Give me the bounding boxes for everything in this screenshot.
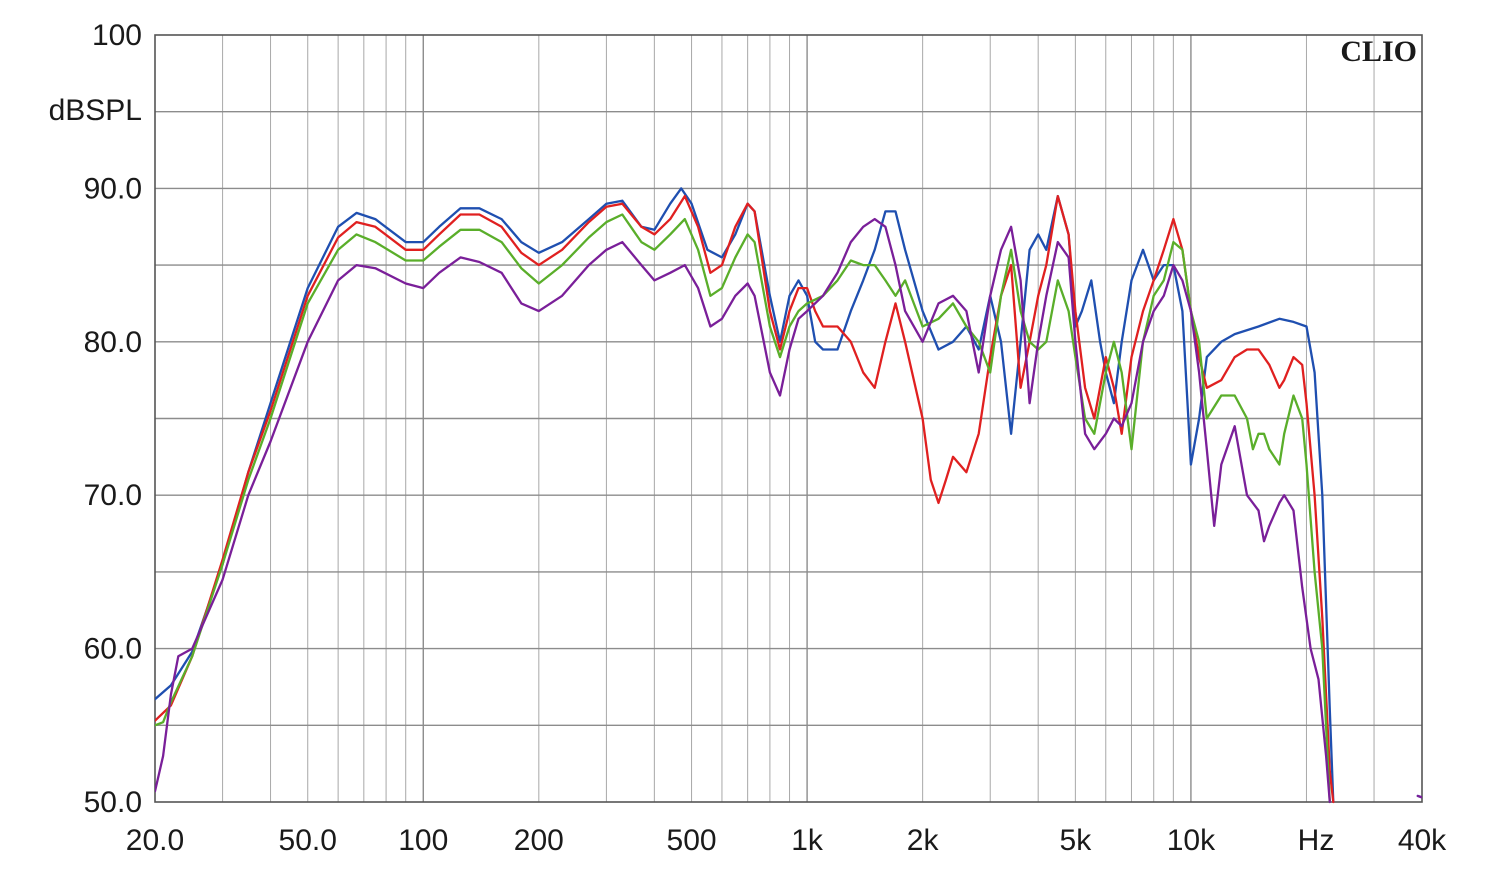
series-line-4 [155,217,1331,804]
y-tick-label: 100 [92,19,142,52]
series-line-1 [155,187,1335,804]
plot-frame [154,34,1423,803]
x-tick-label: 40k [1398,824,1447,857]
y-tick-label: 80.0 [84,326,142,359]
x-axis: 20.0 50.0 100 200 500 1k 2k 5k 10k 40k Hz [126,824,1447,857]
x-tick-label: 10k [1167,824,1216,857]
x-tick-label: 2k [907,824,940,857]
y-unit-label: dBSPL [49,94,142,127]
y-tick-label: 70.0 [84,479,142,512]
grid [155,35,1422,802]
x-tick-label: 1k [791,824,824,857]
x-tick-label: 100 [398,824,448,857]
x-tick-label: 200 [514,824,564,857]
x-tick-label: 20.0 [126,824,184,857]
brand-label: CLIO [1340,35,1417,68]
x-tick-label: 500 [667,824,717,857]
series-layer [155,187,1422,804]
y-tick-label: 90.0 [84,172,142,205]
x-tick-label: 5k [1060,824,1093,857]
x-unit-label: Hz [1298,824,1335,857]
series-line-2 [155,194,1335,804]
series-tail-4 [1416,794,1422,799]
x-tick-label: 50.0 [279,824,337,857]
y-axis: 100 90.0 80.0 70.0 60.0 50.0 [84,19,142,819]
y-tick-label: 60.0 [84,633,142,666]
y-tick-label: 50.0 [84,786,142,819]
